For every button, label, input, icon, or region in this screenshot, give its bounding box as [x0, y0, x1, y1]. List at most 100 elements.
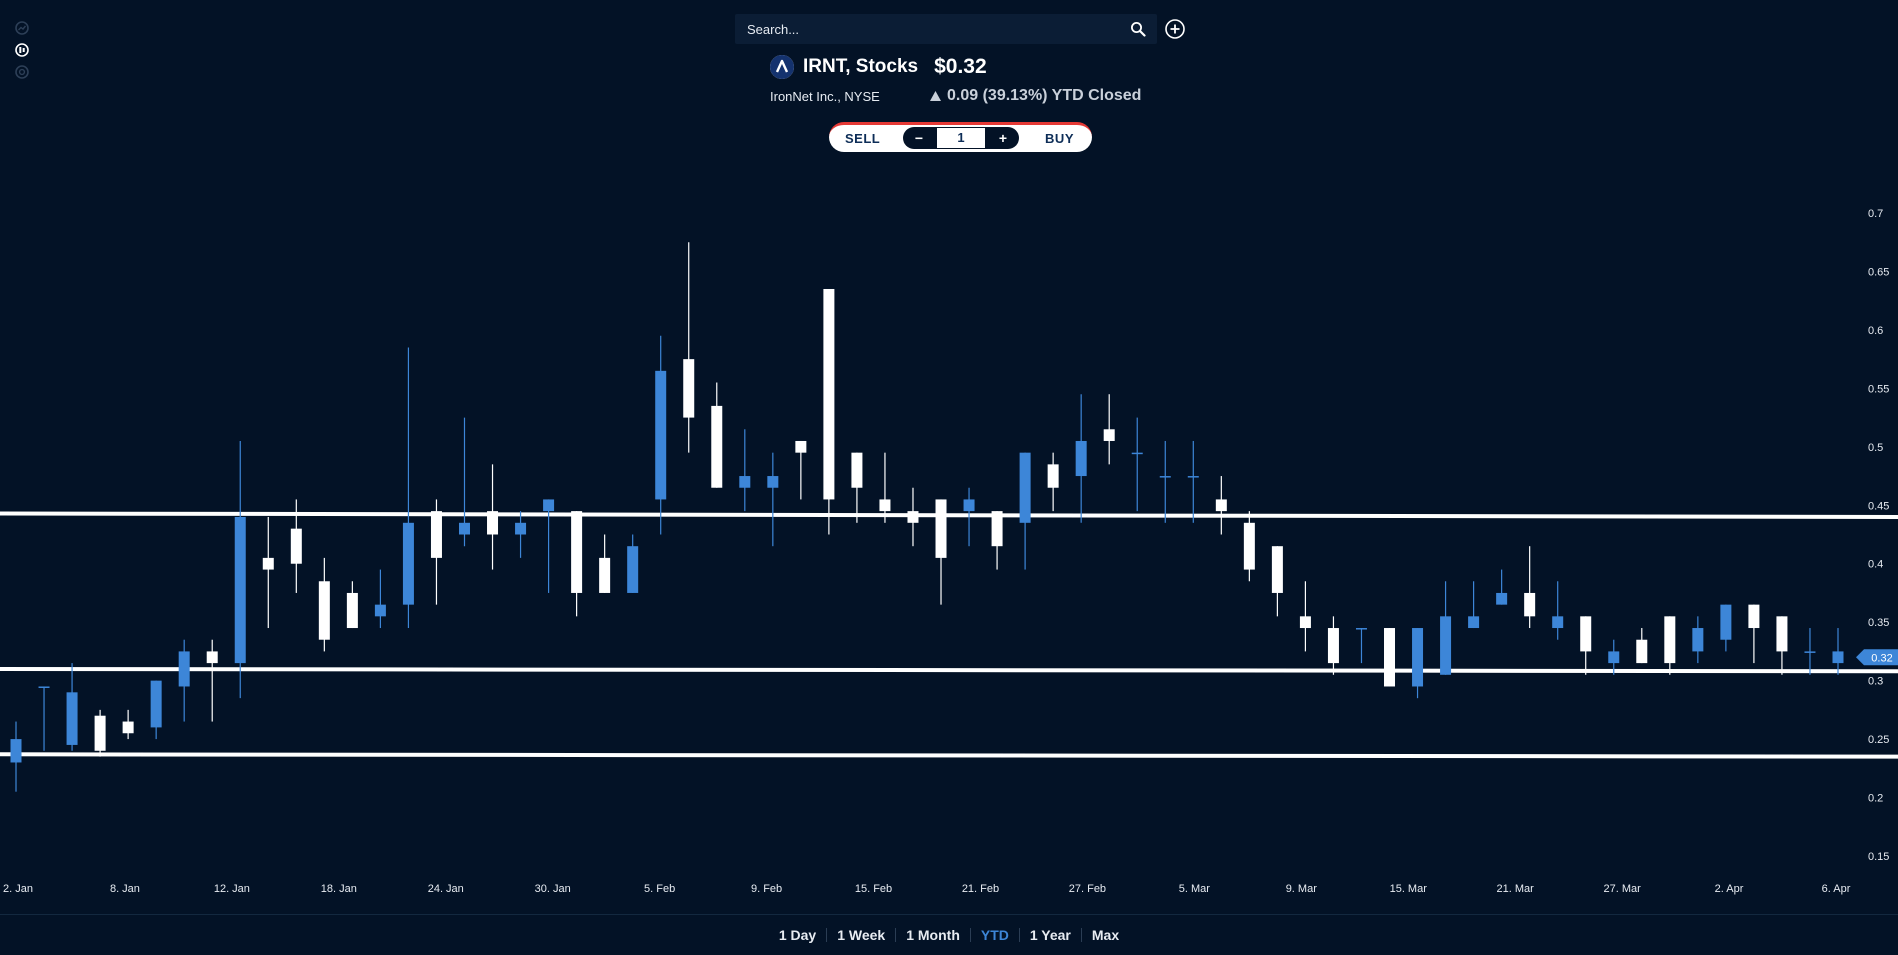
candle[interactable]: [206, 639, 218, 722]
candle[interactable]: [122, 709, 134, 740]
candle[interactable]: [178, 639, 190, 722]
range-1-year[interactable]: 1 Year: [1029, 927, 1071, 943]
candle[interactable]: [767, 452, 779, 547]
range-1-month[interactable]: 1 Month: [906, 927, 960, 943]
decrement-button[interactable]: −: [914, 130, 924, 146]
candle[interactable]: [627, 534, 639, 593]
candle[interactable]: [823, 288, 835, 535]
candle[interactable]: [1720, 604, 1732, 652]
trendline[interactable]: [0, 511, 1898, 519]
candle[interactable]: [935, 499, 947, 605]
candle[interactable]: [1131, 417, 1143, 512]
quantity-input[interactable]: 1: [937, 128, 985, 148]
candle[interactable]: [991, 511, 1003, 570]
candle[interactable]: [515, 511, 527, 558]
candle-body: [683, 359, 695, 418]
candle[interactable]: [1636, 628, 1648, 664]
candle[interactable]: [10, 721, 22, 792]
candle-body: [1412, 628, 1424, 687]
candle[interactable]: [290, 499, 302, 593]
candle[interactable]: [907, 487, 919, 547]
settings-icon[interactable]: [14, 64, 30, 80]
candle[interactable]: [1524, 546, 1536, 629]
candle[interactable]: [683, 242, 695, 453]
candle[interactable]: [1384, 628, 1396, 687]
candle[interactable]: [1748, 604, 1760, 664]
candle[interactable]: [1608, 639, 1620, 675]
candle[interactable]: [374, 569, 386, 629]
candle[interactable]: [1692, 616, 1704, 664]
candle[interactable]: [66, 663, 78, 751]
candle[interactable]: [1215, 476, 1227, 535]
candle[interactable]: [1019, 452, 1031, 570]
candle[interactable]: [150, 680, 162, 740]
candle[interactable]: [1440, 581, 1452, 675]
candle[interactable]: [963, 487, 975, 547]
candle[interactable]: [1832, 628, 1844, 675]
candle-body: [94, 715, 106, 751]
candle[interactable]: [94, 709, 106, 757]
add-icon[interactable]: [1164, 18, 1186, 40]
x-tick-label: 27. Feb: [1069, 883, 1106, 895]
candle[interactable]: [1776, 616, 1788, 675]
candle[interactable]: [234, 440, 246, 699]
candle[interactable]: [487, 464, 499, 570]
candle[interactable]: [1468, 581, 1480, 629]
y-tick-label: 0.25: [1868, 734, 1889, 746]
candle[interactable]: [711, 382, 723, 488]
candle[interactable]: [1047, 452, 1059, 512]
candle[interactable]: [739, 429, 751, 512]
candle[interactable]: [795, 440, 807, 500]
candle-body: [1355, 628, 1367, 630]
left-toolbar: [14, 20, 30, 80]
last-price-label: 0.32: [1871, 652, 1892, 664]
candle[interactable]: [1580, 616, 1592, 675]
candle[interactable]: [1412, 628, 1424, 699]
candle[interactable]: [1804, 628, 1816, 675]
search-input[interactable]: [745, 20, 1129, 38]
candle[interactable]: [430, 499, 442, 605]
candle[interactable]: [1327, 616, 1339, 675]
candle[interactable]: [262, 516, 274, 629]
candle[interactable]: [346, 581, 358, 629]
range-1-week[interactable]: 1 Week: [837, 927, 886, 943]
candle-body: [1608, 651, 1620, 664]
price-chart[interactable]: 0.15 0.2 0.25 0.3 0.35 0.4 0.45 0.5 0.55 0.6 0.65 0…: [0, 0, 1898, 914]
candle[interactable]: [318, 557, 330, 652]
candle[interactable]: [1496, 569, 1508, 605]
buy-button[interactable]: BUY: [1045, 131, 1074, 146]
candle[interactable]: [402, 347, 414, 629]
candle[interactable]: [1159, 440, 1171, 523]
candle-body: [1524, 592, 1536, 617]
candle[interactable]: [458, 417, 470, 547]
candle[interactable]: [1103, 394, 1115, 465]
candle[interactable]: [571, 511, 583, 617]
increment-button[interactable]: +: [998, 130, 1008, 146]
candle[interactable]: [1355, 628, 1367, 664]
candle[interactable]: [1187, 440, 1199, 523]
trendline[interactable]: [0, 752, 1898, 759]
y-tick-label: 0.5: [1868, 442, 1883, 454]
ticker-symbol: IRNT, Stocks: [803, 56, 919, 77]
range-1-day[interactable]: 1 Day: [778, 927, 817, 943]
candle[interactable]: [1271, 546, 1283, 617]
candle[interactable]: [1664, 616, 1676, 675]
candle[interactable]: [1299, 581, 1311, 652]
candle[interactable]: [1243, 511, 1255, 582]
candle[interactable]: [543, 499, 555, 593]
candle[interactable]: [1075, 394, 1087, 523]
candle[interactable]: [599, 534, 611, 593]
sell-button[interactable]: SELL: [845, 131, 881, 146]
candle[interactable]: [879, 452, 891, 523]
chart-icon[interactable]: [14, 20, 30, 36]
candlestick-icon[interactable]: [14, 42, 30, 58]
range-ytd[interactable]: YTD: [980, 927, 1009, 943]
range-max[interactable]: Max: [1091, 927, 1120, 943]
trendline[interactable]: [0, 666, 1898, 674]
candle-body: [1664, 616, 1676, 664]
candle[interactable]: [655, 335, 667, 535]
candle[interactable]: [38, 686, 50, 751]
candle[interactable]: [851, 452, 863, 523]
candle[interactable]: [1552, 581, 1564, 640]
search-icon[interactable]: [1129, 20, 1147, 38]
